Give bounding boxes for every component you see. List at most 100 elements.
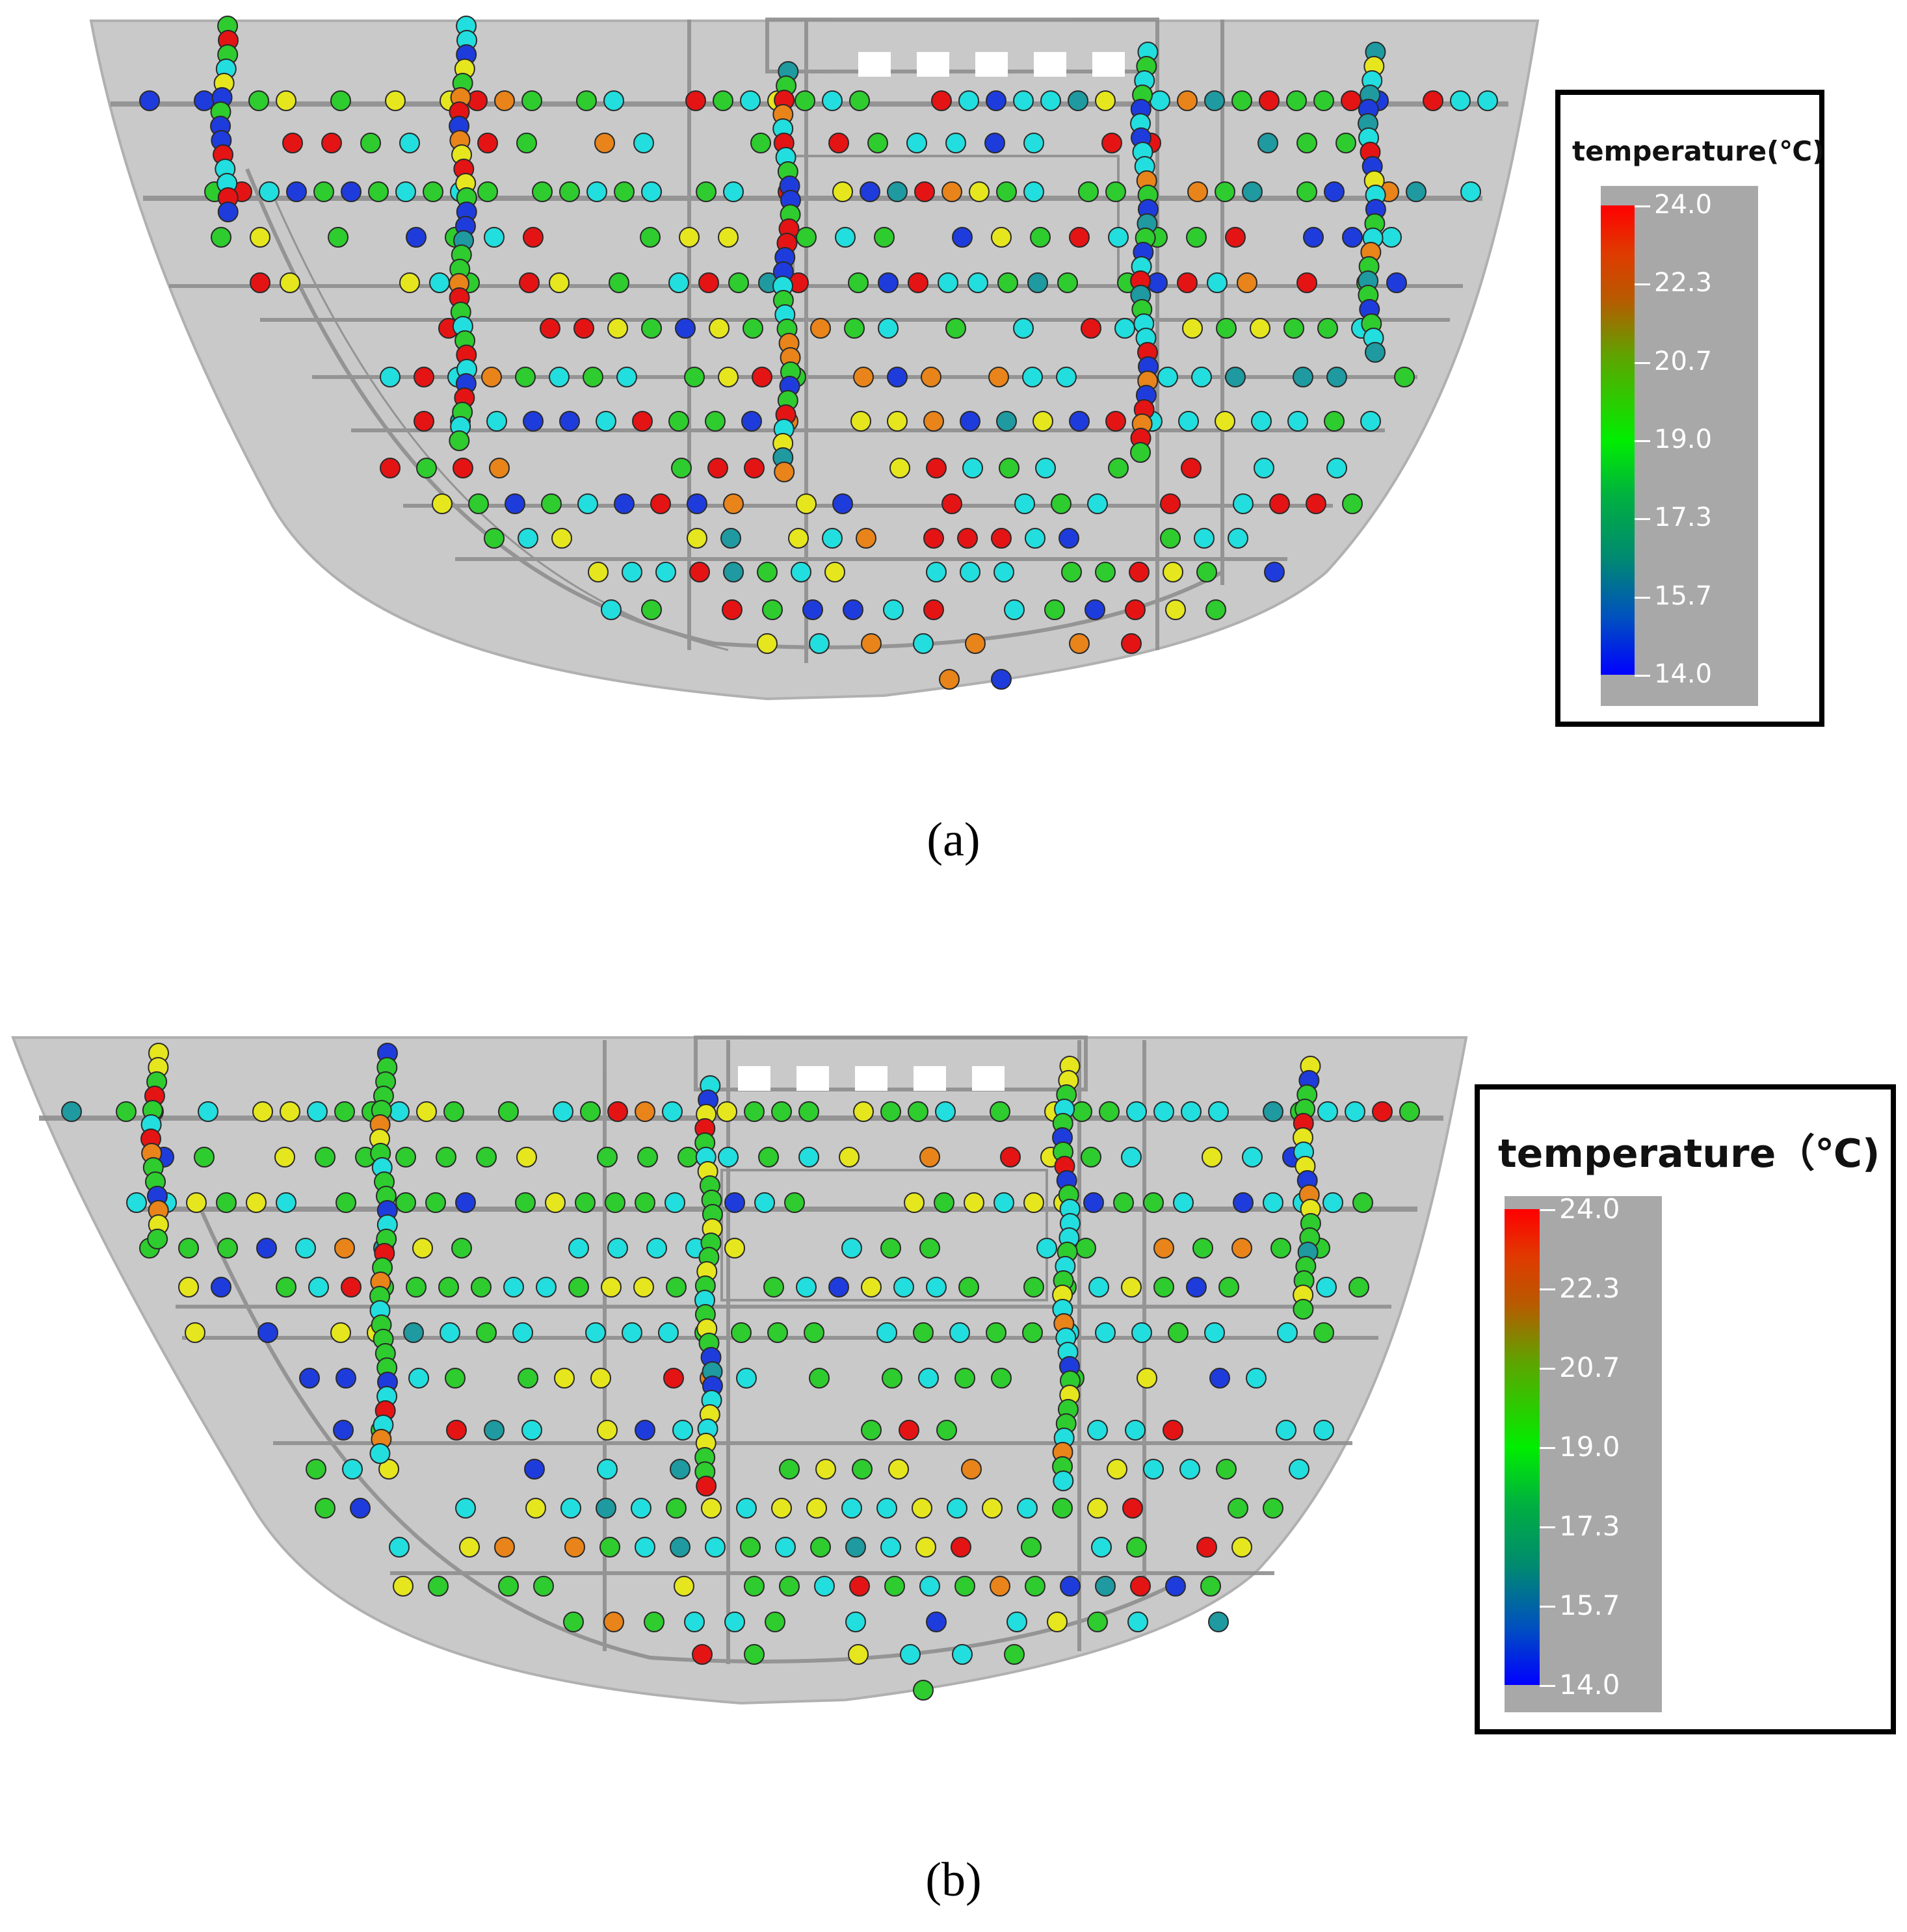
- sensor-point: [1057, 272, 1078, 293]
- sensor-point: [637, 1147, 658, 1168]
- sensor-point: [779, 1576, 800, 1597]
- sensor-point: [1004, 599, 1025, 620]
- sensor-point: [412, 1238, 433, 1259]
- sensor-point: [1263, 1192, 1283, 1213]
- sensor-point: [1186, 227, 1207, 248]
- sensor-point: [1204, 1322, 1225, 1343]
- sensor-point: [954, 1576, 975, 1597]
- sensor-point: [796, 227, 817, 248]
- sensor-point: [1131, 1322, 1152, 1343]
- sensor-point: [701, 1498, 722, 1519]
- sensor-point: [640, 227, 661, 248]
- sensor-point: [687, 493, 707, 514]
- sensor-point: [468, 493, 489, 514]
- sensor-point: [1023, 1192, 1044, 1213]
- sensor-point: [1040, 90, 1061, 111]
- sensor-point: [438, 1277, 459, 1298]
- sensor-point: [1216, 318, 1237, 339]
- sensor-point: [641, 318, 662, 339]
- sensor-point: [523, 227, 544, 248]
- sensor-point: [918, 1368, 939, 1389]
- sensor-point: [1254, 458, 1274, 478]
- sensor-point: [1233, 493, 1254, 514]
- sensor-point: [423, 181, 443, 202]
- sensor-point: [494, 90, 515, 111]
- sensor-point: [722, 599, 743, 620]
- sensor-point: [744, 1576, 765, 1597]
- sensor-point: [986, 1322, 1006, 1343]
- sensor-point: [960, 562, 980, 582]
- sensor-point: [414, 367, 434, 387]
- sensor-point: [874, 227, 895, 248]
- sensor-point: [250, 272, 270, 293]
- sensor-point: [549, 272, 570, 293]
- sensor-point: [486, 411, 507, 432]
- sensor-point: [1194, 528, 1215, 549]
- sensor-point: [923, 599, 944, 620]
- legend-a: temperature(℃) 24.0 22.3 20.7 19.0 17.3 15.7 1…: [1555, 90, 1824, 727]
- legend-title-b: temperature（℃): [1498, 1131, 1880, 1177]
- sensor-point: [1022, 367, 1043, 387]
- sensor-point: [1264, 562, 1285, 582]
- sensor-point: [718, 227, 739, 248]
- sensor-point: [757, 633, 778, 654]
- sensor-point: [1191, 367, 1212, 387]
- sensor-point: [824, 562, 845, 582]
- sensor-point: [926, 458, 947, 478]
- sensor-point: [330, 1322, 351, 1343]
- sensor-point: [406, 1277, 427, 1298]
- sensor-point: [779, 1459, 800, 1480]
- legend-tick-mark: [1635, 596, 1650, 599]
- sensor-point: [286, 181, 307, 202]
- sensor-point: [1257, 133, 1278, 153]
- sensor-point: [908, 1101, 928, 1122]
- sensor-point: [991, 227, 1012, 248]
- sensor-point: [389, 1537, 410, 1558]
- sensor-point: [941, 181, 962, 202]
- sensor-point: [533, 1576, 554, 1597]
- sensor-point: [1044, 599, 1065, 620]
- sensor-point: [328, 227, 349, 248]
- sensor-point: [432, 493, 453, 514]
- sensor-point: [1342, 493, 1363, 514]
- sensor-point: [1000, 1147, 1021, 1168]
- sensor-point: [988, 367, 1009, 387]
- sensor-point: [1228, 1498, 1248, 1519]
- sensor-point: [1126, 1537, 1147, 1558]
- sensor-point: [1316, 1277, 1337, 1298]
- sensor-point: [919, 1238, 940, 1259]
- sensor-point: [696, 1476, 717, 1496]
- sensor-point: [926, 1277, 947, 1298]
- sensor-point: [471, 1277, 492, 1298]
- sensor-point: [257, 1322, 278, 1343]
- sensor-point: [668, 411, 689, 432]
- sensor-point: [178, 1277, 199, 1298]
- sensor-point: [861, 1277, 882, 1298]
- sensor-point: [880, 1238, 901, 1259]
- sensor-point: [804, 1322, 824, 1343]
- legend-tick-label: 22.3: [1654, 268, 1713, 298]
- sensor-point: [1163, 562, 1183, 582]
- sensor-point: [663, 1368, 684, 1389]
- sensor-point: [1121, 633, 1142, 654]
- sensor-point: [736, 1498, 757, 1519]
- sensor-point: [1036, 1238, 1057, 1259]
- panel-b: temperature（℃) 24.0 22.3 20.7 19.0 17.3 15.7 1…: [0, 1014, 1907, 1932]
- sensor-point: [1352, 1192, 1373, 1213]
- sensor-point: [845, 1537, 866, 1558]
- sensor-point: [757, 562, 778, 582]
- sensor-point: [503, 1277, 524, 1298]
- sensor-point: [655, 562, 676, 582]
- sensor-point: [116, 1101, 137, 1122]
- sensor-point: [559, 411, 580, 432]
- sensor-point: [750, 133, 771, 153]
- sensor-point: [923, 528, 944, 549]
- sensor-point: [698, 272, 719, 293]
- sensor-point: [1078, 181, 1099, 202]
- caption-a: (a): [927, 813, 980, 867]
- sensor-point: [575, 1192, 596, 1213]
- sensor-point: [672, 1420, 693, 1441]
- sensor-point: [887, 411, 908, 432]
- sensor-point: [399, 133, 420, 153]
- sensor-point: [841, 1238, 862, 1259]
